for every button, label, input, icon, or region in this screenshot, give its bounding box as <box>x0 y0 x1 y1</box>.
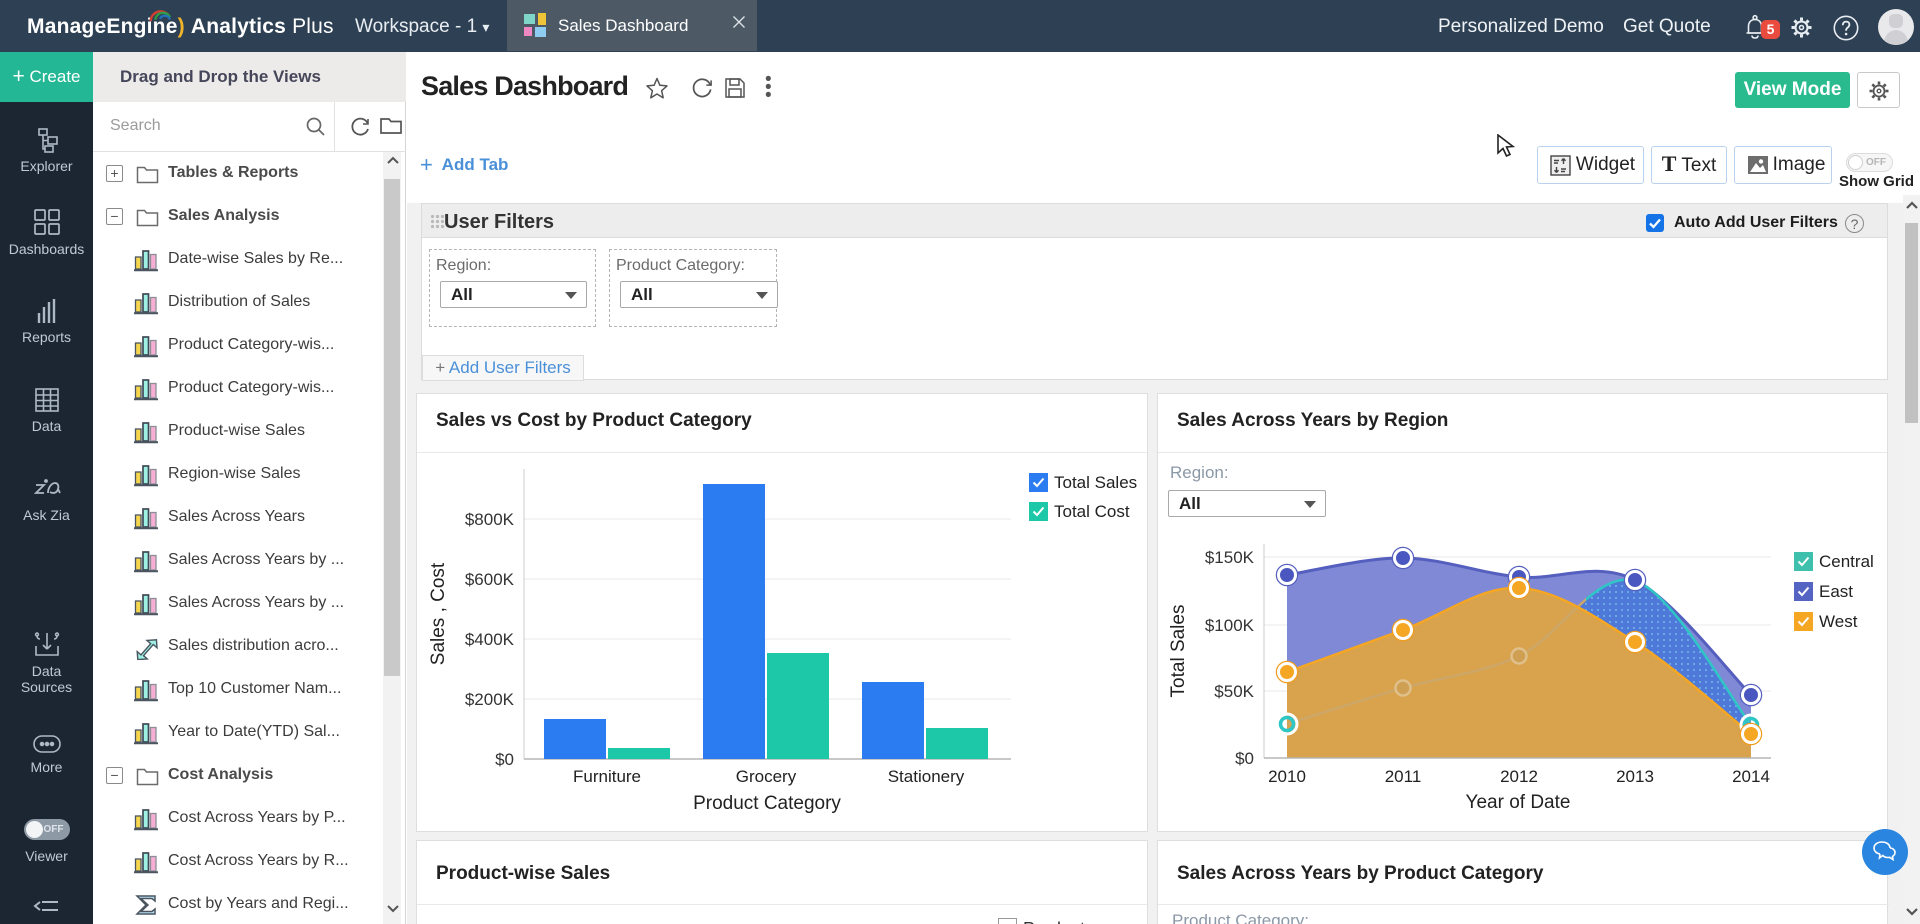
svg-text:$200K: $200K <box>465 690 515 709</box>
svg-text:2012: 2012 <box>1500 767 1538 786</box>
svg-text:$150K: $150K <box>1205 548 1255 567</box>
svg-text:Product Category: Product Category <box>693 793 841 814</box>
svg-text:Year of Date: Year of Date <box>1466 792 1571 813</box>
svg-text:$800K: $800K <box>465 510 515 529</box>
svg-text:2014: 2014 <box>1732 767 1770 786</box>
svg-text:Total Sales: Total Sales <box>1168 605 1189 698</box>
svg-text:$0: $0 <box>1235 749 1254 768</box>
svg-text:Grocery: Grocery <box>736 767 797 786</box>
svg-text:$100K: $100K <box>1205 616 1255 635</box>
svg-text:2013: 2013 <box>1616 767 1654 786</box>
svg-text:2010: 2010 <box>1268 767 1306 786</box>
svg-text:2011: 2011 <box>1385 767 1422 786</box>
svg-text:$50K: $50K <box>1214 682 1254 701</box>
svg-text:$600K: $600K <box>465 570 515 589</box>
svg-text:$400K: $400K <box>465 630 515 649</box>
svg-text:Stationery: Stationery <box>888 767 965 786</box>
svg-text:West: West <box>1819 612 1858 631</box>
svg-text:Sales , Cost: Sales , Cost <box>428 562 449 665</box>
svg-text:Furniture: Furniture <box>573 767 641 786</box>
svg-text:Total Sales: Total Sales <box>1054 473 1137 492</box>
svg-text:Central: Central <box>1819 552 1874 571</box>
svg-text:$0: $0 <box>495 750 514 769</box>
svg-text:Total Cost: Total Cost <box>1054 502 1130 521</box>
svg-text:East: East <box>1819 582 1853 601</box>
